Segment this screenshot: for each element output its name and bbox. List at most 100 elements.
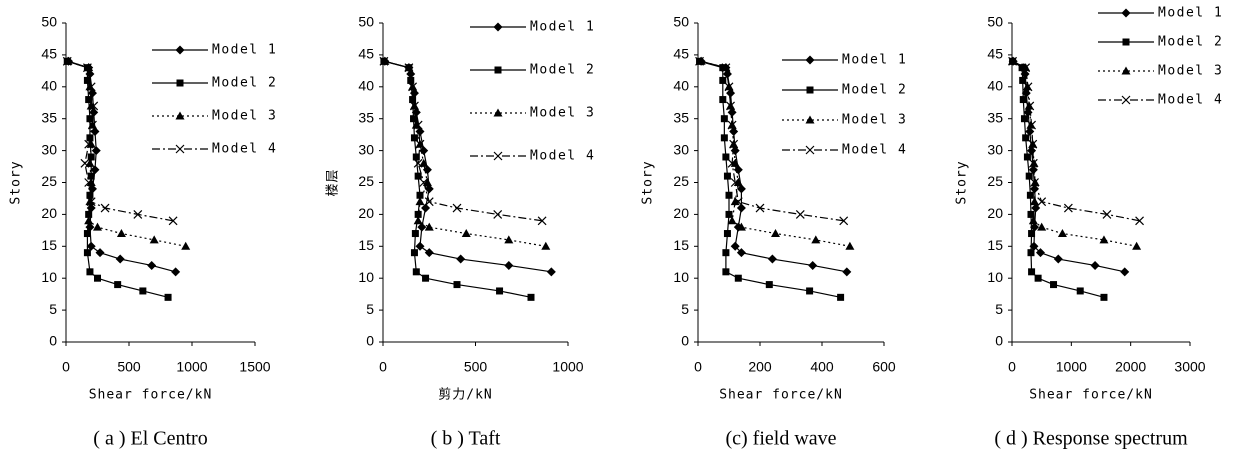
marker [1063,203,1073,213]
marker [413,216,423,225]
series-line [384,60,546,247]
marker [771,229,780,238]
marker [408,82,418,92]
y-tick-label: 35 [987,109,1003,125]
marker [729,139,739,149]
legend-label: Model 4 [212,142,277,157]
y-tick-label: 10 [358,269,374,285]
legend-marker [1122,38,1130,46]
y-tick-label: 45 [673,46,689,62]
legend-label: Model 1 [212,43,277,58]
x-axis-title: Shear force/kN [1029,388,1153,403]
marker [811,235,821,244]
marker [1102,209,1112,219]
marker [86,241,96,251]
marker [93,222,102,231]
y-tick-label: 15 [987,237,1003,253]
legend-label: Model 2 [842,83,907,98]
marker [181,241,191,250]
marker [62,56,72,66]
marker [415,197,425,206]
y-axis-title: Story [9,160,24,204]
marker [1020,115,1028,123]
legend-marker [805,115,815,124]
y-tick-label: 5 [995,301,1003,317]
marker [720,134,728,142]
y-tick-label: 0 [681,333,689,349]
marker [139,287,147,295]
x-tick-label: 0 [379,359,387,375]
y-tick-label: 50 [358,14,374,30]
marker [1028,216,1038,225]
marker [171,267,181,277]
legend-marker [493,151,503,161]
marker [541,241,551,250]
marker [88,120,97,130]
legend-label: Model 2 [1158,35,1223,50]
y-tick-label: 15 [673,237,689,253]
y-tick-label: 30 [673,141,689,157]
marker [1037,222,1047,231]
y-tick-label: 35 [41,109,57,125]
y-tick-label: 50 [41,14,57,30]
legend-marker [806,86,814,94]
y-tick-label: 10 [673,269,689,285]
marker [795,209,805,219]
x-axis-title: Shear force/kN [719,388,843,403]
y-tick-label: 5 [681,301,689,317]
marker [411,120,421,129]
series-line [68,60,176,273]
marker [86,139,96,148]
x-tick-label: 1000 [1056,359,1087,375]
legend-marker [175,45,185,55]
marker [1100,293,1108,301]
marker [116,229,126,238]
y-tick-label: 35 [358,109,374,125]
marker [85,158,95,167]
series-line [67,60,186,247]
marker [82,63,92,73]
y-tick-label: 15 [358,237,374,253]
y-tick-label: 0 [49,333,57,349]
marker [421,203,431,213]
marker [147,260,157,270]
marker [1037,197,1047,207]
x-tick-label: 1500 [239,359,270,375]
marker [695,56,704,66]
marker [410,115,418,123]
y-tick-label: 5 [49,301,57,317]
marker [1008,56,1018,66]
marker [546,267,556,277]
marker [410,249,418,257]
y-tick-label: 45 [358,46,374,62]
y-axis-title: 楼层 [326,168,341,196]
y-tick-label: 20 [358,205,374,221]
marker [725,210,733,218]
y-tick-label: 45 [987,46,1003,62]
marker [164,293,172,301]
marker [379,56,389,66]
marker [730,241,740,251]
marker [1034,274,1042,282]
marker [413,158,423,168]
marker [461,229,471,238]
marker [493,209,503,219]
marker [417,222,427,232]
caption: (c) field wave [725,428,836,450]
marker [1019,96,1027,104]
legend-label: Model 3 [1158,64,1223,79]
x-tick-label: 3000 [1174,359,1205,375]
marker [85,96,93,104]
marker [733,197,743,207]
marker [1026,191,1034,199]
marker [537,216,547,226]
marker [1025,172,1033,180]
caption: ( a ) El Centro [93,428,207,450]
marker [845,241,855,250]
marker [730,178,740,187]
legend-marker [175,111,185,120]
series-line [699,60,844,222]
legend-label: Model 4 [1158,93,1223,108]
marker [736,222,746,231]
marker [765,281,773,289]
